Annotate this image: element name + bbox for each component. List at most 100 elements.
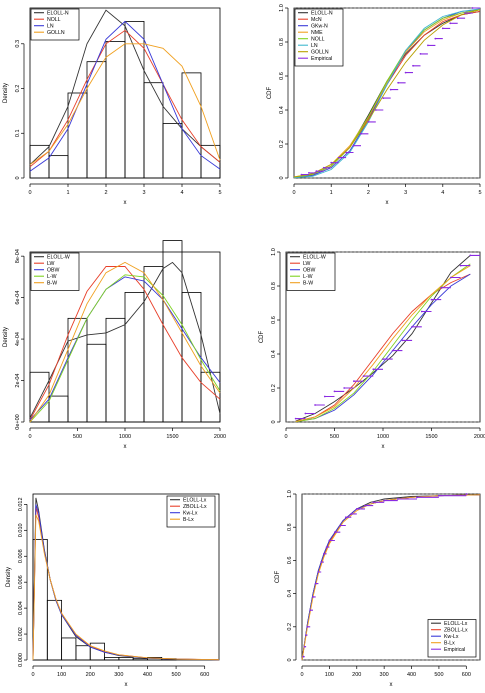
legend-label: GOLLN xyxy=(47,30,65,36)
empirical-point-19 xyxy=(434,37,437,40)
y-axis: 0e+00 2e-04 4e-04 6e-04 8e-04 Density xyxy=(3,249,25,430)
empirical-point-14 xyxy=(339,524,342,527)
y-tick-label: 8e-04 xyxy=(15,249,21,263)
x-tick-label: 400 xyxy=(143,672,152,678)
empirical-point-23 xyxy=(438,494,440,497)
histogram-bar-1 xyxy=(32,538,48,661)
legend-label: Kw-Lx xyxy=(444,634,459,640)
empirical-point-20 xyxy=(383,499,386,502)
empirical-point-16 xyxy=(412,64,414,67)
x-tick-label: 100 xyxy=(325,672,334,678)
y-axis: 0 0.2 0.4 0.6 0.8 1.0 CDF xyxy=(275,490,297,662)
histogram-bar-7 xyxy=(143,82,164,179)
empirical-point-4 xyxy=(306,625,309,628)
histogram-bar-10 xyxy=(200,144,221,179)
legend-label: ZBOLL-Lx xyxy=(183,504,207,510)
empirical-point-17 xyxy=(450,276,452,279)
series-line-zboll-lx xyxy=(32,506,220,661)
empirical-point-21 xyxy=(449,22,452,25)
empirical-point-8 xyxy=(317,571,320,573)
legend-label: NME xyxy=(311,30,323,36)
histogram-bar-6 xyxy=(104,657,120,661)
x-tick-label: 0 xyxy=(28,190,31,196)
empirical-point-14 xyxy=(397,81,400,84)
x-tick-label: 4 xyxy=(441,190,444,196)
empirical-point-16 xyxy=(440,286,443,289)
histogram-bar-5 xyxy=(105,41,126,179)
y-axis: 0 0.2 0.4 0.6 0.8 1.0 CDF xyxy=(267,4,289,180)
empirical-point-16 xyxy=(350,513,353,515)
y-tick-label: 0.008 xyxy=(18,549,24,563)
empirical-point-1 xyxy=(302,655,305,658)
empirical-point-3 xyxy=(305,634,308,636)
y-tick-label: 0.2 xyxy=(287,623,293,631)
x-axis-label: x xyxy=(386,200,389,206)
y-axis: 0 0.2 0.4 0.6 0.8 1.0 CDF xyxy=(259,248,281,424)
empirical-point-7 xyxy=(314,582,317,585)
empirical-point-22 xyxy=(456,17,459,20)
legend-label: OBW xyxy=(47,268,59,274)
series-line-b-w xyxy=(29,261,221,423)
histogram-bar-9 xyxy=(181,72,202,179)
x-tick-label: 500 xyxy=(330,434,339,440)
x-tick-label: 3 xyxy=(404,190,407,196)
x-tick-label: 200 xyxy=(86,672,95,678)
y-axis-label: Density xyxy=(6,567,12,587)
empirical-point-8 xyxy=(362,375,365,377)
legend-label: Kw-Lx xyxy=(183,511,198,517)
empirical-point-10 xyxy=(323,552,325,555)
x-tick-label: 3 xyxy=(142,190,145,196)
y-tick-label: 0.002 xyxy=(18,627,24,641)
series-line-kw-lx xyxy=(32,504,220,661)
legend-label: L-W xyxy=(47,274,57,280)
empirical-point-2 xyxy=(304,412,307,415)
y-tick-label: 0.1 xyxy=(15,129,21,137)
y-tick-label: 0 xyxy=(279,176,285,179)
histogram-bar-6 xyxy=(124,21,145,179)
panel-3: 0 500 1000 1500 2000 x 0e+00 2e-04 4e-04 6e-04 8e-… xyxy=(3,240,226,450)
legend-label: LW xyxy=(47,261,54,267)
panel-2: 0 1 2 3 4 5 x 0 0.2 0.4 0.6 0.8 1.0 CDF ELOLL-NMcNGKw-… xyxy=(267,4,482,206)
y-tick-label: 1.0 xyxy=(271,248,277,256)
y-tick-label: 0.6 xyxy=(279,72,285,80)
empirical-point-18 xyxy=(427,44,429,47)
legend-label: McN xyxy=(311,17,322,23)
empirical-point-9 xyxy=(372,368,375,371)
empirical-point-17 xyxy=(355,508,358,510)
x-axis: 0 100 200 300 400 500 600 x xyxy=(300,665,471,688)
panel-1: 0 1 2 3 4 5 x 0 0.1 0.2 0.3 Density ELOLL-NNOLLLNGOL… xyxy=(3,7,222,206)
y-axis-label: Density xyxy=(3,327,9,347)
empirical-point-8 xyxy=(352,144,355,147)
panel-5: 0 100 200 300 400 500 600 x 0.000 0.002 0.004 0.006… xyxy=(6,493,220,688)
y-axis-label: CDF xyxy=(259,331,265,344)
x-tick-label: 200 xyxy=(352,672,361,678)
legend-box xyxy=(286,252,336,291)
x-axis: 0 500 1000 1500 2000 x xyxy=(284,427,485,450)
y-tick-label: 0.4 xyxy=(271,350,277,358)
empirical-point-7 xyxy=(345,151,347,154)
panel-6: 0 100 200 300 400 500 600 x 0 0.2 0.4 0.6 0.8 1.0 CDF E… xyxy=(275,490,481,688)
y-axis: 0 0.1 0.2 0.3 Density xyxy=(3,40,25,180)
legend-label: LW xyxy=(303,261,310,267)
histogram-bar-8 xyxy=(162,123,183,179)
series-line-ln xyxy=(293,8,481,179)
histogram-bar-2 xyxy=(48,155,69,179)
histogram-bar-3 xyxy=(67,317,88,423)
y-tick-label: 0.4 xyxy=(287,590,293,598)
empirical-point-3 xyxy=(315,170,318,173)
series-line-l-w xyxy=(29,274,221,423)
empirical-point-11 xyxy=(391,349,394,352)
x-tick-label: 300 xyxy=(114,672,123,678)
y-tick-label: 0.8 xyxy=(279,38,285,46)
empirical-point-23 xyxy=(464,12,467,14)
empirical-point-5 xyxy=(333,390,336,393)
x-tick-label: 2 xyxy=(367,190,370,196)
empirical-point-20 xyxy=(441,27,444,30)
x-tick-label: 500 xyxy=(171,672,180,678)
series-line-b-w xyxy=(295,265,471,422)
legend-label: GOLLN xyxy=(311,50,329,56)
x-tick-label: 600 xyxy=(462,672,471,678)
y-tick-label: 0.3 xyxy=(15,40,21,48)
histogram-bar-3 xyxy=(61,637,77,661)
